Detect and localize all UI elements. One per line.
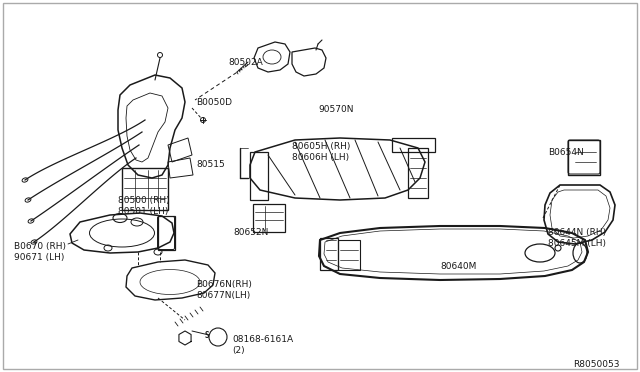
Text: 80652N: 80652N [233, 228, 268, 237]
Text: R8050053: R8050053 [573, 360, 620, 369]
Text: 80502A: 80502A [228, 58, 263, 67]
Text: B0670 (RH): B0670 (RH) [14, 242, 66, 251]
Text: 80645M (LH): 80645M (LH) [548, 239, 606, 248]
Text: (2): (2) [232, 346, 244, 355]
Text: 08168-6161A: 08168-6161A [232, 335, 293, 344]
Text: 80500 (RH): 80500 (RH) [118, 196, 170, 205]
Text: 90570N: 90570N [318, 105, 353, 114]
Text: S: S [204, 331, 209, 340]
Text: B0050D: B0050D [196, 98, 232, 107]
Text: 80644N (RH): 80644N (RH) [548, 228, 606, 237]
Text: 80606H (LH): 80606H (LH) [292, 153, 349, 162]
Text: 80677N(LH): 80677N(LH) [196, 291, 250, 300]
Text: B0676N(RH): B0676N(RH) [196, 280, 252, 289]
Text: 90671 (LH): 90671 (LH) [14, 253, 65, 262]
Text: 80501 (LH): 80501 (LH) [118, 207, 168, 216]
Text: 80515: 80515 [196, 160, 225, 169]
Text: 80605H (RH): 80605H (RH) [292, 142, 350, 151]
Text: 80640M: 80640M [440, 262, 476, 271]
Text: B0654N: B0654N [548, 148, 584, 157]
